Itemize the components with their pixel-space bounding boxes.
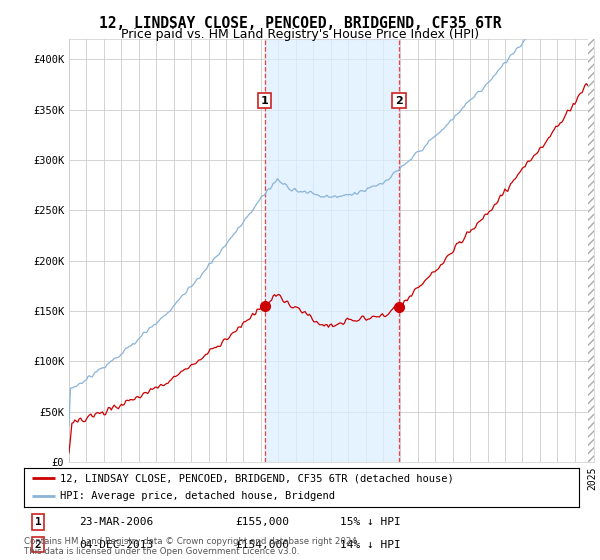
Text: 23-MAR-2006: 23-MAR-2006 — [79, 517, 154, 527]
Text: 12, LINDSAY CLOSE, PENCOED, BRIDGEND, CF35 6TR (detached house): 12, LINDSAY CLOSE, PENCOED, BRIDGEND, CF… — [60, 473, 454, 483]
Text: 12, LINDSAY CLOSE, PENCOED, BRIDGEND, CF35 6TR: 12, LINDSAY CLOSE, PENCOED, BRIDGEND, CF… — [99, 16, 501, 31]
Text: 04-DEC-2013: 04-DEC-2013 — [79, 539, 154, 549]
Text: 1: 1 — [261, 96, 269, 105]
Text: Price paid vs. HM Land Registry's House Price Index (HPI): Price paid vs. HM Land Registry's House … — [121, 28, 479, 41]
Text: 14% ↓ HPI: 14% ↓ HPI — [340, 539, 401, 549]
Text: Contains HM Land Registry data © Crown copyright and database right 2024.
This d: Contains HM Land Registry data © Crown c… — [24, 536, 359, 556]
Text: £154,000: £154,000 — [235, 539, 289, 549]
Bar — [265, 39, 399, 462]
Text: 2: 2 — [395, 96, 403, 105]
Text: 15% ↓ HPI: 15% ↓ HPI — [340, 517, 401, 527]
Bar — [588, 39, 596, 462]
Text: £155,000: £155,000 — [235, 517, 289, 527]
Text: 2: 2 — [35, 539, 41, 549]
Text: HPI: Average price, detached house, Bridgend: HPI: Average price, detached house, Brid… — [60, 491, 335, 501]
Text: 1: 1 — [35, 517, 41, 527]
